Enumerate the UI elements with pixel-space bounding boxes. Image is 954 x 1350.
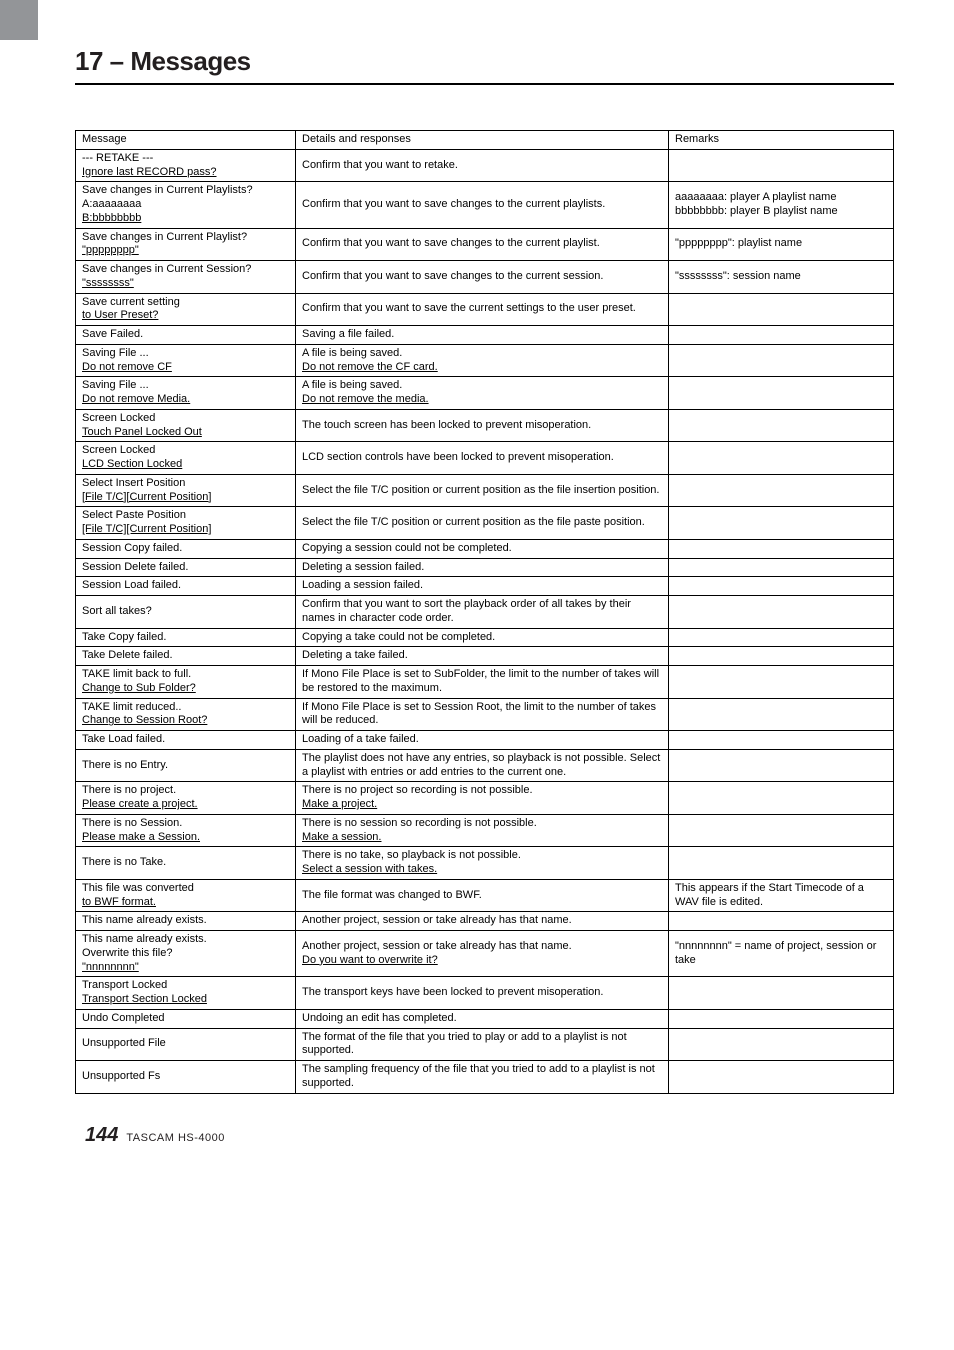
table-row: Take Copy failed. Copying a take could n…	[76, 628, 894, 647]
table-row: Save changes in Current Playlists?A:aaaa…	[76, 182, 894, 228]
table-row: Take Load failed. Loading of a take fail…	[76, 731, 894, 750]
model-name: TASCAM HS-4000	[126, 1132, 225, 1144]
table-row: There is no project.Please create a proj…	[76, 782, 894, 815]
chapter-title: 17 – Messages	[75, 46, 894, 77]
table-row: Saving File ...Do not remove Media. A fi…	[76, 377, 894, 410]
table-row: Unsupported File The format of the file …	[76, 1028, 894, 1061]
table-row: Screen LockedTouch Panel Locked Out The …	[76, 409, 894, 442]
table-row: Save current settingto User Preset? Conf…	[76, 293, 894, 326]
table-row: Take Delete failed. Deleting a take fail…	[76, 647, 894, 666]
header-accent-bar	[0, 0, 38, 40]
table-row: --- RETAKE ---Ignore last RECORD pass? C…	[76, 149, 894, 182]
table-row: There is no Session.Please make a Sessio…	[76, 814, 894, 847]
table-row: Unsupported Fs The sampling frequency of…	[76, 1061, 894, 1094]
title-rule	[75, 83, 894, 85]
table-row: Session Delete failed. Deleting a sessio…	[76, 558, 894, 577]
table-row: Sort all takes? Confirm that you want to…	[76, 596, 894, 629]
table-row: Save changes in Current Session?"sssssss…	[76, 261, 894, 294]
table-row: Save Failed. Saving a file failed.	[76, 326, 894, 345]
table-row: Screen LockedLCD Section Locked LCD sect…	[76, 442, 894, 475]
table-row: There is no Entry. The playlist does not…	[76, 749, 894, 782]
table-row: Save changes in Current Playlist?"pppppp…	[76, 228, 894, 261]
table-row: Saving File ...Do not remove CF A file i…	[76, 344, 894, 377]
messages-table: Message Details and responses Remarks --…	[75, 130, 894, 1094]
header-remarks: Remarks	[669, 131, 894, 150]
table-row: There is no Take. There is no take, so p…	[76, 847, 894, 880]
table-row: This name already exists. Another projec…	[76, 912, 894, 931]
table-row: TAKE limit back to full.Change to Sub Fo…	[76, 666, 894, 699]
table-row: This file was convertedto BWF format. Th…	[76, 879, 894, 912]
table-row: This name already exists.Overwrite this …	[76, 931, 894, 977]
table-row: Select Paste Position[File T/C][Current …	[76, 507, 894, 540]
table-row: Select Insert Position[File T/C][Current…	[76, 474, 894, 507]
table-row: TAKE limit reduced..Change to Session Ro…	[76, 698, 894, 731]
page-footer: 144 TASCAM HS-4000	[75, 1124, 894, 1147]
table-header-row: Message Details and responses Remarks	[76, 131, 894, 150]
table-row: Session Load failed. Loading a session f…	[76, 577, 894, 596]
page-number: 144	[85, 1124, 118, 1147]
header-details: Details and responses	[296, 131, 669, 150]
table-row: Transport LockedTransport Section Locked…	[76, 977, 894, 1010]
table-row: Undo Completed Undoing an edit has compl…	[76, 1009, 894, 1028]
table-row: Session Copy failed. Copying a session c…	[76, 539, 894, 558]
header-message: Message	[76, 131, 296, 150]
